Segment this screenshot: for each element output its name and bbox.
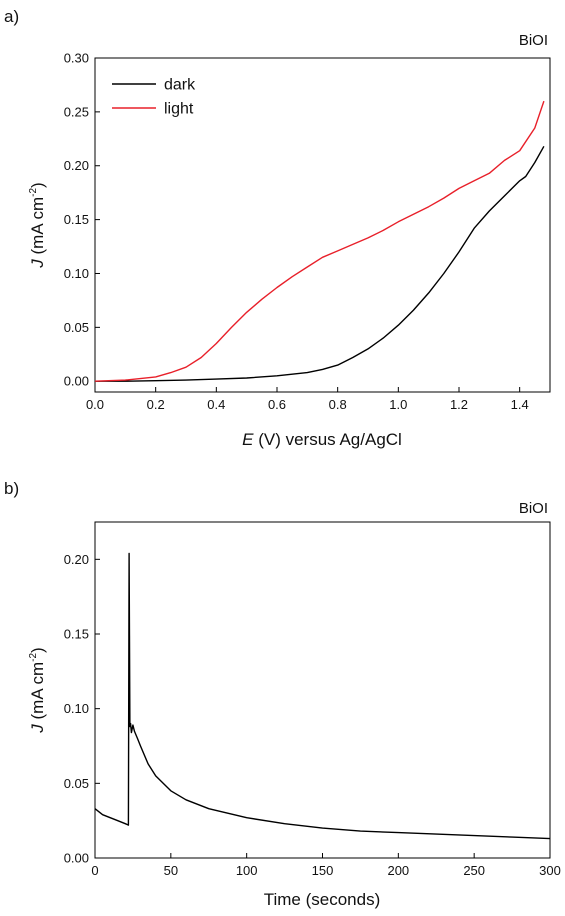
y-tick-label: 0.10 bbox=[64, 701, 89, 716]
panel-label-b: b) bbox=[4, 479, 19, 498]
panel-b: b) BiOI 0 50 100 150 200 250 300 0.00 0.05 0.10 0.… bbox=[4, 479, 561, 909]
series-line-dark bbox=[95, 145, 545, 382]
legend-a: dark light bbox=[112, 77, 196, 118]
y-axis-label-b: J (mA cm-2) bbox=[28, 647, 47, 733]
y-axis-label-a-close: ) bbox=[28, 182, 47, 188]
y-tick-label: 0.00 bbox=[64, 374, 89, 389]
x-tick-label: 0.0 bbox=[86, 397, 104, 412]
y-axis-label-a-text: (mA cm bbox=[28, 197, 47, 259]
x-tick-label: 1.4 bbox=[511, 397, 529, 412]
annotation-b: BiOI bbox=[519, 500, 548, 517]
y-axis-label-b-close: ) bbox=[28, 647, 47, 653]
x-tick-label: 100 bbox=[236, 863, 258, 878]
y-tick-label: 0.05 bbox=[64, 320, 89, 335]
panel-a: a) BiOI 0.0 0.2 0.4 0.6 0.8 1.0 1.2 1.4 0.00 0.05… bbox=[4, 7, 551, 449]
y-axis-label-a: J (mA cm-2) bbox=[28, 182, 47, 268]
x-tick-label: 0 bbox=[91, 863, 98, 878]
y-axis-label-b-italic: J bbox=[28, 724, 47, 734]
y-axis-label-b-text: (mA cm bbox=[28, 662, 47, 724]
x-tick-label: 1.0 bbox=[389, 397, 407, 412]
y-tick-label: 0.20 bbox=[64, 158, 89, 173]
annotation-a: BiOI bbox=[519, 32, 548, 49]
x-tick-label: 150 bbox=[312, 863, 334, 878]
x-tick-label: 200 bbox=[387, 863, 409, 878]
x-tick-label: 0.6 bbox=[268, 397, 286, 412]
series-line-series-0 bbox=[94, 552, 551, 840]
series-line-light bbox=[94, 100, 545, 382]
y-axis-label-a-sup: -2 bbox=[28, 188, 39, 197]
y-tick-label: 0.15 bbox=[64, 212, 89, 227]
y-tick-label: 0.00 bbox=[64, 851, 89, 866]
ticks-a: 0.0 0.2 0.4 0.6 0.8 1.0 1.2 1.4 0.00 0.05 0.10 0.15… bbox=[64, 51, 529, 413]
x-tick-label: 0.8 bbox=[329, 397, 347, 412]
lines-a bbox=[94, 100, 545, 382]
x-tick-label: 250 bbox=[463, 863, 485, 878]
plot-frame-b bbox=[94, 521, 551, 859]
y-tick-label: 0.30 bbox=[64, 51, 89, 66]
x-axis-label-a-text: (V) versus Ag/AgCl bbox=[254, 430, 402, 449]
y-axis-label-a-italic: J bbox=[28, 259, 47, 269]
x-axis-label-b-text: Time (seconds) bbox=[264, 890, 381, 909]
x-tick-label: 50 bbox=[164, 863, 178, 878]
legend-label-dark: dark bbox=[164, 77, 196, 94]
y-tick-label: 0.10 bbox=[64, 266, 89, 281]
plot-frame-a bbox=[94, 57, 551, 393]
y-tick-label: 0.25 bbox=[64, 104, 89, 119]
x-tick-label: 0.4 bbox=[207, 397, 225, 412]
y-tick-label: 0.20 bbox=[64, 552, 89, 567]
ticks-b: 0 50 100 150 200 250 300 0.00 0.05 0.10 0.15 0.20 bbox=[64, 552, 561, 878]
x-axis-label-a-italic: E bbox=[242, 430, 254, 449]
x-tick-label: 300 bbox=[539, 863, 561, 878]
panel-label-a: a) bbox=[4, 7, 19, 26]
y-tick-label: 0.05 bbox=[64, 776, 89, 791]
x-axis-label-b: Time (seconds) bbox=[264, 890, 381, 909]
y-axis-label-b-sup: -2 bbox=[28, 653, 39, 662]
x-tick-label: 1.2 bbox=[450, 397, 468, 412]
legend-label-light: light bbox=[164, 101, 194, 118]
x-axis-label-a: E (V) versus Ag/AgCl bbox=[242, 430, 402, 449]
y-tick-label: 0.15 bbox=[64, 627, 89, 642]
lines-b bbox=[94, 552, 551, 840]
x-tick-label: 0.2 bbox=[147, 397, 165, 412]
